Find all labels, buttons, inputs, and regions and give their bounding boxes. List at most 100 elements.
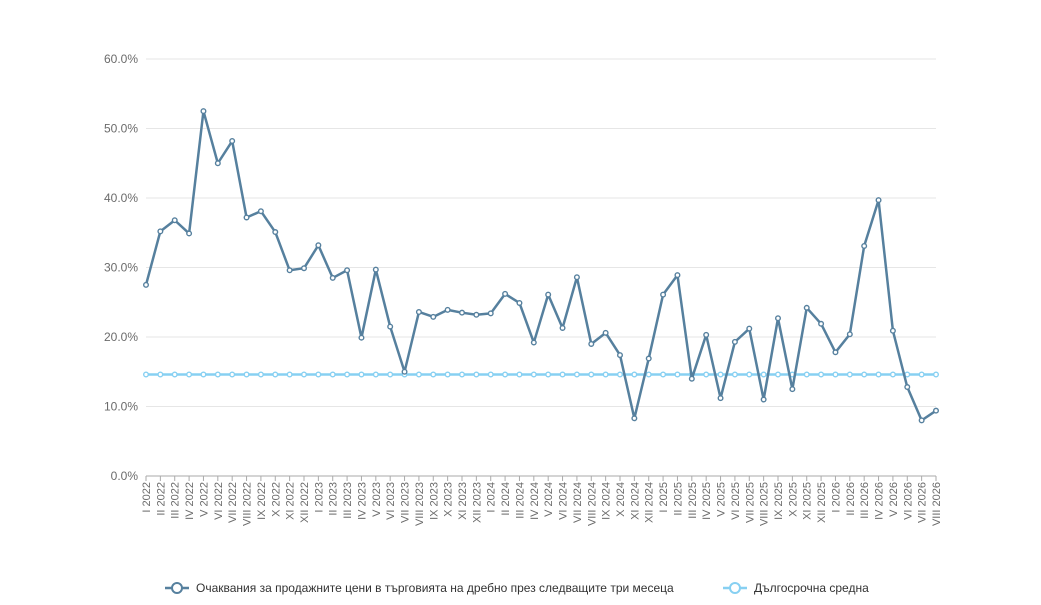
long-term-average-point[interactable] — [933, 371, 940, 378]
expectations-point[interactable] — [415, 308, 422, 315]
expectations-point[interactable] — [387, 323, 394, 330]
long-term-average-point[interactable] — [861, 371, 868, 378]
expectations-point[interactable] — [645, 355, 652, 362]
long-term-average-point[interactable] — [746, 371, 753, 378]
long-term-average-point[interactable] — [674, 371, 681, 378]
long-term-average-point[interactable] — [660, 371, 667, 378]
expectations-point[interactable] — [717, 395, 724, 402]
expectations-point[interactable] — [329, 274, 336, 281]
long-term-average-point[interactable] — [803, 371, 810, 378]
expectations-point[interactable] — [803, 304, 810, 311]
long-term-average-point[interactable] — [473, 371, 480, 378]
long-term-average-point[interactable] — [588, 371, 595, 378]
expectations-point[interactable] — [286, 267, 293, 274]
expectations-point[interactable] — [875, 197, 882, 204]
expectations-point[interactable] — [573, 274, 580, 281]
long-term-average-point[interactable] — [344, 371, 351, 378]
expectations-point[interactable] — [243, 214, 250, 221]
long-term-average-point[interactable] — [760, 371, 767, 378]
expectations-point[interactable] — [358, 334, 365, 341]
long-term-average-point[interactable] — [602, 371, 609, 378]
expectations-point[interactable] — [372, 266, 379, 273]
long-term-average-point[interactable] — [387, 371, 394, 378]
expectations-point[interactable] — [588, 340, 595, 347]
long-term-average-point[interactable] — [186, 371, 193, 378]
long-term-average-point[interactable] — [358, 371, 365, 378]
long-term-average-point[interactable] — [171, 371, 178, 378]
expectations-point[interactable] — [559, 324, 566, 331]
long-term-average-point[interactable] — [918, 371, 925, 378]
expectations-point[interactable] — [904, 384, 911, 391]
expectations-point[interactable] — [602, 329, 609, 336]
expectations-point[interactable] — [933, 407, 940, 414]
long-term-average-point[interactable] — [372, 371, 379, 378]
expectations-point[interactable] — [746, 325, 753, 332]
legend-item-long-term-average[interactable]: Дългосрочна средна — [723, 581, 869, 595]
expectations-point[interactable] — [818, 320, 825, 327]
expectations-point[interactable] — [760, 396, 767, 403]
expectations-point[interactable] — [157, 228, 164, 235]
long-term-average-point[interactable] — [459, 371, 466, 378]
long-term-average-point[interactable] — [818, 371, 825, 378]
long-term-average-point[interactable] — [502, 371, 509, 378]
expectations-point[interactable] — [186, 230, 193, 237]
expectations-point[interactable] — [789, 386, 796, 393]
long-term-average-point[interactable] — [229, 371, 236, 378]
long-term-average-point[interactable] — [257, 371, 264, 378]
expectations-point[interactable] — [516, 299, 523, 306]
long-term-average-point[interactable] — [631, 371, 638, 378]
long-term-average-point[interactable] — [487, 371, 494, 378]
long-term-average-point[interactable] — [545, 371, 552, 378]
expectations-point[interactable] — [775, 315, 782, 322]
expectations-point[interactable] — [473, 311, 480, 318]
long-term-average-point[interactable] — [775, 371, 782, 378]
long-term-average-point[interactable] — [617, 371, 624, 378]
expectations-point[interactable] — [530, 339, 537, 346]
long-term-average-point[interactable] — [731, 371, 738, 378]
long-term-average-point[interactable] — [214, 371, 221, 378]
long-term-average-point[interactable] — [875, 371, 882, 378]
expectations-point[interactable] — [444, 306, 451, 313]
expectations-point[interactable] — [401, 368, 408, 375]
long-term-average-point[interactable] — [444, 371, 451, 378]
expectations-point[interactable] — [200, 108, 207, 115]
long-term-average-point[interactable] — [243, 371, 250, 378]
expectations-point[interactable] — [617, 352, 624, 359]
long-term-average-point[interactable] — [200, 371, 207, 378]
long-term-average-point[interactable] — [530, 371, 537, 378]
expectations-point[interactable] — [487, 310, 494, 317]
expectations-point[interactable] — [344, 267, 351, 274]
expectations-point[interactable] — [545, 291, 552, 298]
long-term-average-point[interactable] — [415, 371, 422, 378]
long-term-average-point[interactable] — [645, 371, 652, 378]
expectations-point[interactable] — [703, 331, 710, 338]
long-term-average-point[interactable] — [430, 371, 437, 378]
expectations-point[interactable] — [918, 417, 925, 424]
long-term-average-point[interactable] — [315, 371, 322, 378]
expectations-point[interactable] — [846, 331, 853, 338]
expectations-point[interactable] — [229, 138, 236, 145]
expectations-point[interactable] — [171, 217, 178, 224]
expectations-point[interactable] — [660, 291, 667, 298]
long-term-average-point[interactable] — [516, 371, 523, 378]
long-term-average-point[interactable] — [286, 371, 293, 378]
expectations-point[interactable] — [257, 208, 264, 215]
long-term-average-point[interactable] — [717, 371, 724, 378]
expectations-point[interactable] — [214, 160, 221, 167]
expectations-point[interactable] — [889, 327, 896, 334]
long-term-average-point[interactable] — [559, 371, 566, 378]
long-term-average-point[interactable] — [272, 371, 279, 378]
expectations-point[interactable] — [315, 242, 322, 249]
long-term-average-point[interactable] — [329, 371, 336, 378]
long-term-average-point[interactable] — [889, 371, 896, 378]
long-term-average-point[interactable] — [832, 371, 839, 378]
long-term-average-point[interactable] — [573, 371, 580, 378]
expectations-point[interactable] — [688, 375, 695, 382]
legend-item-expectations[interactable]: Очаквания за продажните цени в търговият… — [165, 581, 674, 595]
expectations-point[interactable] — [142, 281, 149, 288]
long-term-average-point[interactable] — [157, 371, 164, 378]
expectations-point[interactable] — [502, 290, 509, 297]
long-term-average-point[interactable] — [142, 371, 149, 378]
expectations-point[interactable] — [459, 309, 466, 316]
expectations-point[interactable] — [301, 265, 308, 272]
